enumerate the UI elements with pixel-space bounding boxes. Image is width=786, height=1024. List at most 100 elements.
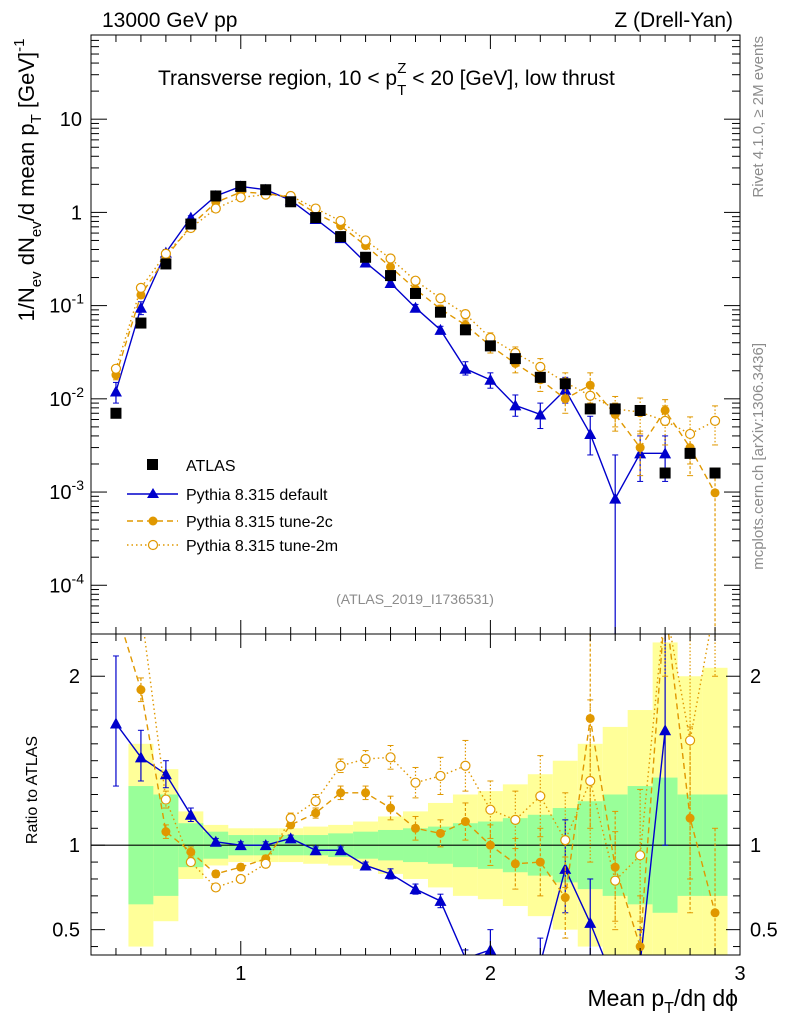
rivet-label: Rivet 4.1.0, ≥ 2M events (750, 36, 767, 198)
ratio-point-default (334, 844, 347, 856)
data-point-atlas (684, 447, 696, 459)
ratio-point-tune2c (510, 859, 520, 869)
ratio-point-tune2m (335, 760, 346, 771)
ratio-panel-frame (90, 633, 741, 956)
y-tick-label: 10 (60, 109, 82, 131)
data-point-default (459, 362, 472, 374)
x-axis-label: Mean pT/dη dϕ (587, 985, 738, 1017)
ratio-point-tune2c (311, 808, 321, 818)
data-point-atlas (410, 287, 421, 299)
ratio-point-default (234, 839, 247, 851)
ratio-y-tick-label-right: 2 (750, 666, 761, 688)
axes-layer: 1 2 3 10-4 10-3 10-2 10-1 1 10 0.5 0.5 1 1 2 2 (49, 34, 778, 985)
ratio-point-default (584, 916, 597, 928)
ratio-point-tune2m (285, 813, 296, 824)
data-point-default (484, 373, 497, 385)
legend-label-default: Pythia 8.315 default (186, 487, 328, 504)
data-point-tune2m (709, 415, 721, 426)
data-point-default (584, 427, 597, 439)
series-line-tune2c (115, 191, 716, 494)
data-point-tune2c (710, 488, 720, 498)
data-point-default (109, 385, 122, 397)
data-point-default (434, 323, 447, 335)
data-point-tune2m (585, 390, 596, 401)
data-point-tune2c (386, 262, 396, 272)
ratio-point-tune2m (385, 752, 396, 763)
ratio-point-tune2m (310, 796, 321, 807)
ratio-point-tune2c (336, 788, 346, 798)
ratio-point-tune2m (360, 753, 371, 765)
ratio-point-default (309, 844, 322, 856)
ratio-point-default (409, 883, 422, 895)
data-point-atlas (285, 196, 297, 208)
header-left: 13000 GeV pp (102, 9, 237, 32)
ratio-point-tune2m (185, 856, 196, 868)
ratio-point-tune2c (685, 813, 695, 823)
ratio-point-tune2m (235, 873, 246, 885)
y-tick-label: 10-2 (49, 384, 84, 411)
data-point-atlas (235, 180, 247, 192)
ratio-point-tune2m (510, 814, 521, 825)
data-point-default (384, 276, 397, 288)
ratio-point-tune2m (585, 775, 596, 787)
series-line-default (115, 185, 666, 501)
data-point-tune2c (635, 443, 645, 453)
data-point-tune2m (460, 309, 471, 320)
ratio-point-tune2c (710, 908, 720, 918)
ratio-y-tick-label-left: 1 (69, 835, 80, 857)
mcplots-label: mcplots.cern.ch [arXiv:1306.3436] (750, 343, 767, 570)
data-point-tune2m (110, 363, 122, 374)
ratio-point-tune2c (361, 788, 371, 798)
data-point-atlas (360, 251, 372, 263)
ratio-point-tune2c (386, 803, 396, 813)
x-tick-label: 1 (235, 963, 246, 985)
data-point-atlas (260, 184, 272, 196)
ratio-y-tick-label-left: 0.5 (52, 920, 80, 942)
data-point-atlas (559, 378, 571, 390)
ratio-point-default (434, 894, 447, 906)
ratio-point-tune2c (236, 862, 246, 872)
ratio-point-tune2c (186, 847, 196, 857)
data-point-tune2m (310, 203, 321, 214)
legend-marker-default (147, 488, 159, 498)
data-point-tune2c (136, 290, 146, 300)
ratio-y-tick-label-right: 1 (750, 835, 761, 857)
data-point-atlas (484, 340, 496, 352)
data-point-default (609, 492, 622, 504)
legend-marker-tune2c (148, 516, 158, 526)
ratio-point-tune2m (485, 804, 496, 815)
legend: ATLAS Pythia 8.315 default Pythia 8.315 … (127, 458, 338, 555)
ratio-point-tune2m (160, 794, 171, 805)
data-point-default (134, 301, 147, 313)
ratio-point-default (259, 839, 272, 851)
ratio-point-tune2c (435, 828, 445, 838)
ratio-point-tune2c (460, 817, 470, 827)
y-tick-label: 10-1 (49, 291, 84, 318)
data-point-tune2m (360, 235, 371, 246)
y-tick-label: 10-3 (49, 477, 84, 504)
data-point-tune2m (410, 275, 421, 286)
legend-marker-atlas (147, 459, 158, 470)
legend-marker-tune2m (147, 539, 159, 551)
data-point-tune2m (235, 192, 246, 203)
ratio-point-default (384, 867, 397, 879)
data-point-tune2m (535, 361, 546, 373)
legend-label-tune2c: Pythia 8.315 tune-2c (186, 514, 333, 531)
analysis-label: (ATLAS_2019_I1736531) (336, 591, 494, 607)
ratio-point-tune2m (535, 791, 546, 802)
ratio-point-tune2c (485, 840, 495, 850)
data-point-atlas (459, 324, 471, 336)
data-point-atlas (110, 407, 122, 419)
data-point-tune2m (160, 248, 171, 259)
data-point-atlas (634, 404, 646, 416)
ratio-point-tune2c (161, 827, 171, 837)
ratio-point-tune2c (211, 869, 221, 879)
ratio-point-tune2m (560, 835, 571, 846)
data-point-tune2m (660, 415, 671, 426)
data-point-atlas (185, 218, 197, 230)
ratio-point-default (284, 832, 297, 844)
data-point-atlas (385, 270, 397, 282)
ratio-point-default (659, 724, 672, 736)
ratio-point-tune2m (210, 882, 221, 893)
